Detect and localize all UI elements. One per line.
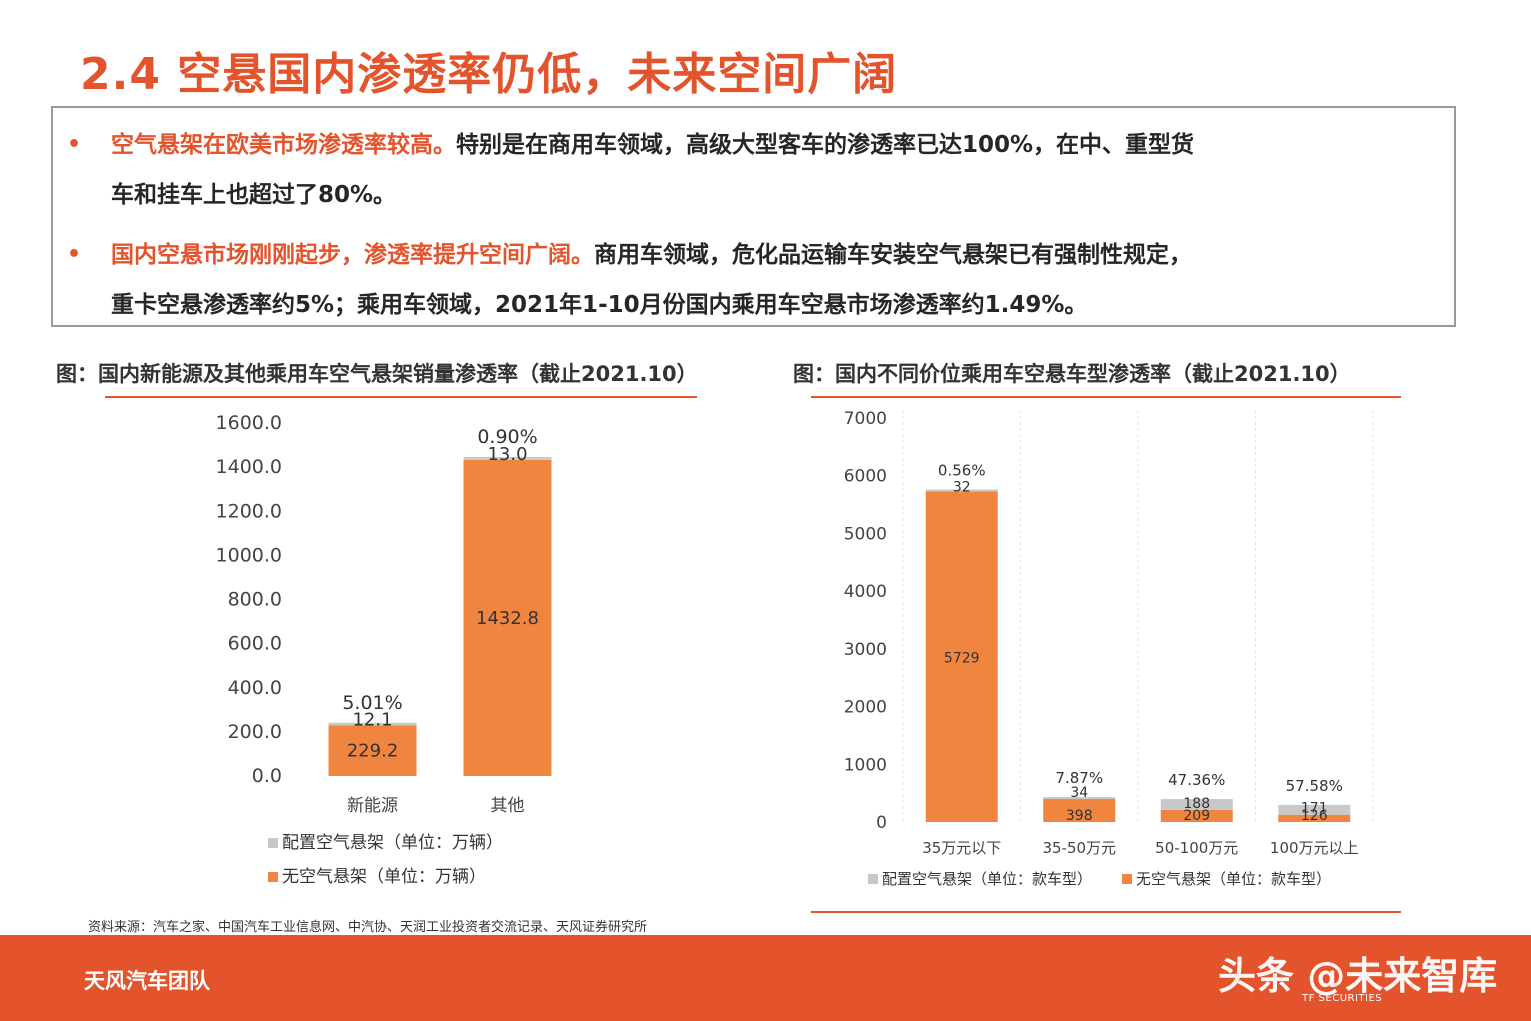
chart-2-data-label-no-air: 209 (1183, 808, 1210, 824)
chart-1-legend-label: 无空气悬架（单位：万辆） (282, 867, 486, 887)
chart-1-legend-swatch (268, 838, 278, 848)
chart-1-bar-no-air-suspension (463, 459, 552, 776)
chart-2-category-label: 50-100万元 (1155, 839, 1238, 857)
chart-2-bar-air-suspension (1160, 799, 1233, 810)
chart-2-bar-no-air-suspension (1278, 814, 1351, 822)
chart-1-bar-air-suspension (328, 722, 417, 726)
chart-2-data-label-air: 188 (1183, 796, 1210, 812)
bullet-dot-icon: • (67, 132, 82, 157)
chart-2-data-label-air: 34 (1070, 785, 1088, 801)
bullet-2-line2: 重卡空悬渗透率约5%；乘用车领域，2021年1-10月份国内乘用车空悬市场渗透率… (111, 292, 1088, 318)
chart-2-ytick-label: 0 (876, 813, 887, 833)
chart-2-bar-no-air-suspension (1043, 799, 1116, 822)
chart-2-bar-air-suspension (1278, 804, 1351, 815)
chart-1-penetration-label: 5.01% (342, 692, 402, 714)
chart-2-bar-air-suspension (925, 489, 998, 492)
chart-2-ytick-label: 6000 (844, 467, 887, 487)
chart-2-category-label: 35-50万元 (1042, 839, 1116, 857)
bullet-2: • 国内空悬市场刚刚起步，渗透率提升空间广阔。商用车领域，危化品运输车安装空气悬… (67, 230, 1441, 330)
chart-1-data-label-air: 12.1 (352, 709, 392, 730)
bullet-1-highlight: 空气悬架在欧美市场渗透率较高。 (111, 132, 456, 158)
chart-1-title-rule (105, 396, 697, 398)
bullet-2-highlight: 国内空悬市场刚刚起步，渗透率提升空间广阔。 (111, 242, 594, 268)
chart-2-category-label: 35万元以下 (922, 839, 1001, 857)
chart-1-data-label-no-air: 229.2 (347, 741, 399, 762)
chart-2-penetration-label: 57.58% (1286, 777, 1343, 795)
chart-1-data-label-air: 13.0 (487, 444, 527, 465)
chart-2-penetration-label: 47.36% (1168, 771, 1225, 789)
chart-1-ytick-label: 1400.0 (216, 456, 282, 478)
chart-1-ytick-label: 400.0 (228, 677, 282, 699)
chart-2-ytick-label: 1000 (844, 755, 887, 775)
chart-2-title: 图：国内不同价位乘用车空悬车型渗透率（截止2021.10） (793, 362, 1351, 386)
chart-2-bar-no-air-suspension (925, 491, 998, 822)
bullet-1-line1: 特别是在商用车领域，高级大型客车的渗透率已达100%，在中、重型货 (456, 132, 1195, 158)
chart-2-ytick-label: 5000 (844, 524, 887, 544)
footer-logo-text: TF SECURITIES (1302, 993, 1383, 1004)
chart-2-ytick-label: 2000 (844, 698, 887, 718)
chart-2-bar-air-suspension (1043, 797, 1116, 800)
page-title: 2.4 空悬国内渗透率仍低，未来空间广阔 (80, 49, 898, 100)
chart-2-bottom-rule (811, 911, 1401, 913)
chart-2-ytick-label: 3000 (844, 640, 887, 660)
chart-2-legend-swatch (868, 874, 878, 884)
chart-2-legend-swatch (1122, 874, 1132, 884)
chart-1-category-label: 新能源 (347, 796, 398, 816)
chart-1-ytick-label: 800.0 (228, 589, 282, 611)
chart-1-ytick-label: 1200.0 (216, 500, 282, 522)
chart-2-data-label-air: 171 (1301, 801, 1328, 817)
chart-2-bar-no-air-suspension (1160, 809, 1233, 822)
chart-2-data-label-no-air: 398 (1066, 808, 1093, 824)
chart-1-category-label: 其他 (491, 796, 525, 816)
chart-2-ytick-label: 4000 (844, 582, 887, 602)
bullet-dot-icon: • (67, 242, 82, 267)
chart-1-penetration-label: 0.90% (477, 426, 537, 448)
chart-2-data-label-no-air: 5729 (944, 651, 980, 667)
chart-1-ytick-label: 1600.0 (216, 412, 282, 434)
chart-2-ytick-label: 7000 (844, 409, 887, 429)
chart-1-bar-no-air-suspension (328, 725, 417, 776)
bullet-1-line2: 车和挂车上也超过了80%。 (111, 182, 397, 208)
chart-1-ytick-label: 1000.0 (216, 544, 282, 566)
bullet-1: • 空气悬架在欧美市场渗透率较高。特别是在商用车领域，高级大型客车的渗透率已达1… (67, 120, 1441, 220)
chart-2-legend-label: 无空气悬架（单位：款车型） (1136, 870, 1331, 888)
chart-2-title-rule (811, 396, 1401, 398)
bullet-2-line1: 商用车领域，危化品运输车安装空气悬架已有强制性规定， (594, 242, 1192, 268)
footer-bar: 天风汽车团队 头条 @未来智库 TF SECURITIES (0, 935, 1531, 1021)
summary-box: • 空气悬架在欧美市场渗透率较高。特别是在商用车领域，高级大型客车的渗透率已达1… (51, 106, 1456, 327)
chart-2-penetration-label: 7.87% (1055, 769, 1103, 787)
chart-2-legend-label: 配置空气悬架（单位：款车型） (882, 870, 1092, 888)
watermark: 头条 @未来智库 (1218, 954, 1498, 998)
chart-1-ytick-label: 600.0 (228, 633, 282, 655)
chart-2-category-label: 100万元以上 (1270, 839, 1359, 857)
chart-1-bar-air-suspension (463, 457, 552, 460)
chart-2-data-label-air: 32 (953, 479, 971, 495)
chart-2-penetration-label: 0.56% (938, 462, 986, 480)
chart-1-ytick-label: 200.0 (228, 721, 282, 743)
chart-1-data-label-no-air: 1432.8 (476, 608, 539, 629)
chart-1-title: 图：国内新能源及其他乘用车空气悬架销量渗透率（截止2021.10） (56, 362, 698, 386)
footer-team-label: 天风汽车团队 (84, 969, 210, 993)
charts-canvas: 0.0 200.0 400.0 600.0 800.0 1000.0 1200.0 1400.… (216, 409, 1374, 888)
chart-1-ytick-label: 0.0 (252, 765, 282, 787)
chart-1-legend-swatch (268, 872, 278, 882)
chart-2-data-label-no-air: 126 (1301, 808, 1328, 824)
chart-1-legend-label: 配置空气悬架（单位：万辆） (282, 833, 503, 853)
source-note: 资料来源：汽车之家、中国汽车工业信息网、中汽协、天润工业投资者交流记录、天风证券… (88, 920, 648, 935)
